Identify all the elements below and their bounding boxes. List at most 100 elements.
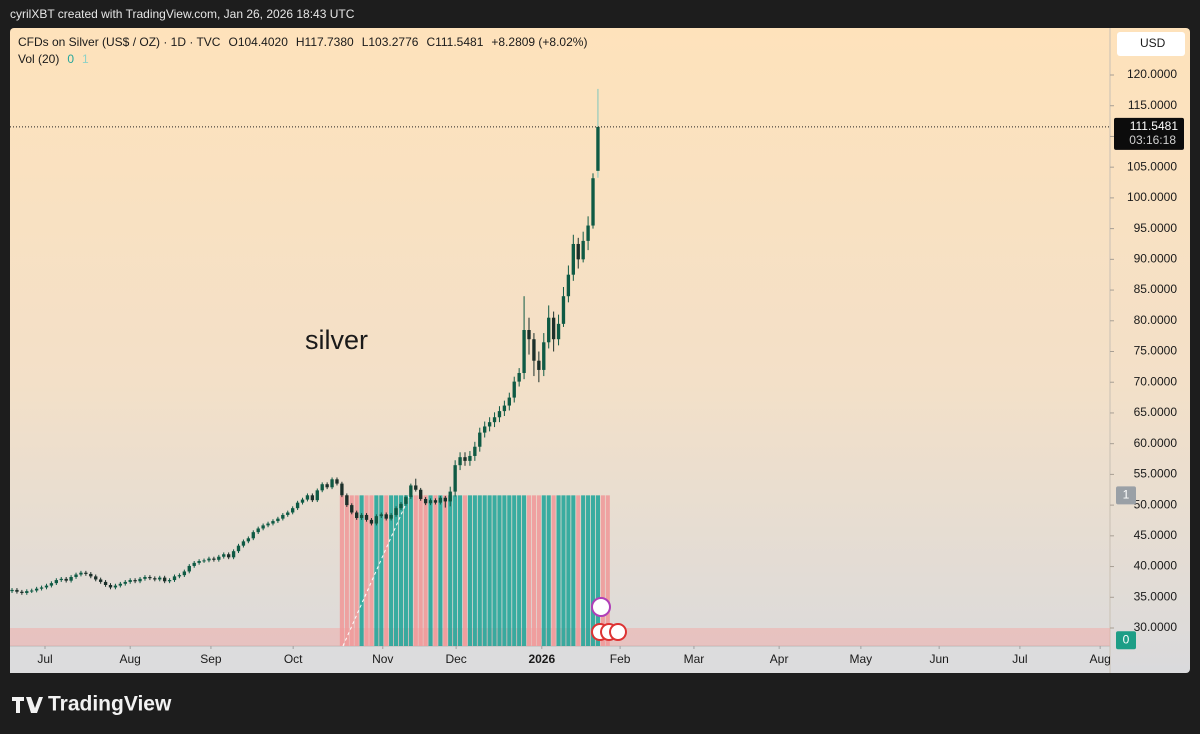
y-tick-label: 90.0000 [1134,252,1178,266]
y-tick-label: 95.0000 [1134,221,1178,235]
candle-body [143,576,147,579]
candle-body [502,405,507,412]
volume-bar [418,495,423,646]
y-tick-label: 75.0000 [1134,344,1178,358]
candle-body [409,485,413,498]
volume-bar [458,495,463,646]
candle-body [54,580,59,584]
volume-bar [531,495,536,646]
candle-body [20,591,24,593]
candle-body [576,243,580,260]
candle-body [286,512,290,515]
time-axis [10,646,1110,673]
volume-bar [339,495,344,646]
legend-volume: Vol (20) 0 1 [18,52,89,66]
candle-body [217,556,221,560]
candle-body [133,580,137,582]
candle-body [34,588,39,591]
candle-body [276,518,280,522]
volume-bar [472,495,477,646]
volume-bar [497,495,502,646]
candle-body [369,519,374,524]
last-price-label: 111.5481 [1130,119,1179,133]
candle-body [30,590,34,592]
x-tick-label: Jul [1012,652,1027,666]
volume-bar [462,495,468,646]
candle-body [305,495,310,500]
candle-body [532,339,536,361]
candle-body [340,483,344,496]
y-tick-label: 100.0000 [1127,190,1177,204]
candle-body [15,589,19,592]
candle-body [566,274,571,297]
candle-body [542,342,546,370]
event-icon[interactable] [609,623,627,641]
volume-bar [586,495,591,646]
candle-body [364,514,369,520]
volume-bar [590,495,596,646]
volume-bar [369,495,374,646]
candle-body [103,581,108,585]
volume-bar [526,495,532,646]
candle-body [108,584,113,588]
candle-body [537,360,541,370]
y-tick-label: 120.0000 [1127,67,1177,81]
candle-body [241,541,246,546]
volume-bar [354,495,359,646]
candle-body [507,397,511,406]
candle-body [187,565,191,572]
currency-button[interactable] [1117,32,1185,56]
candle-body [522,329,526,374]
candle-body [517,373,521,382]
event-icon[interactable] [591,597,611,617]
candle-body [49,583,54,586]
candle-body [473,446,477,456]
volume-tick-box [1116,486,1136,505]
candle-body [162,577,167,582]
candle-body [251,532,255,539]
volume-bar [443,495,448,646]
candle-body [271,521,275,524]
candle-body [290,508,295,513]
x-tick-label: Apr [770,652,789,666]
y-tick-label: 65.0000 [1134,405,1178,419]
candle-body [586,225,590,241]
volume-bar [364,495,369,646]
candle-body [10,589,14,592]
x-tick-label: Feb [610,652,631,666]
candle-body [414,485,418,490]
annotation: silver [305,325,368,355]
volume-bar [403,495,408,646]
volume-bar [438,495,443,646]
x-tick-label: Oct [284,652,303,666]
candle-body [547,317,551,343]
candle-body [295,502,300,509]
credit: cyrilXBT created with TradingView.com, J… [10,7,355,21]
candle-body [74,574,78,577]
candle-body [497,411,502,418]
x-tick-label: Dec [445,652,466,666]
volume-bar [541,495,546,646]
candle-body [192,562,196,566]
candle-body [118,583,123,586]
volume-bar [556,495,561,646]
volume-layer [339,495,610,646]
volume-bar [595,495,601,646]
candle-body [246,538,251,542]
candle-body [138,578,142,582]
volume-bar [359,495,364,646]
currency[interactable]: USD [1140,36,1166,50]
volume-bar [393,495,399,646]
candle-body [527,329,531,340]
candle-body [591,178,595,226]
y-tick-label: 40.0000 [1134,559,1178,573]
y-tick-label: 60.0000 [1134,436,1178,450]
volume-bar [581,495,586,646]
candle-body [310,495,315,501]
candle-body [226,554,231,558]
volume-bar [551,495,556,646]
y-tick-label: 50.0000 [1134,497,1178,511]
volume-bar [512,495,517,646]
x-tick-label: May [850,652,873,666]
